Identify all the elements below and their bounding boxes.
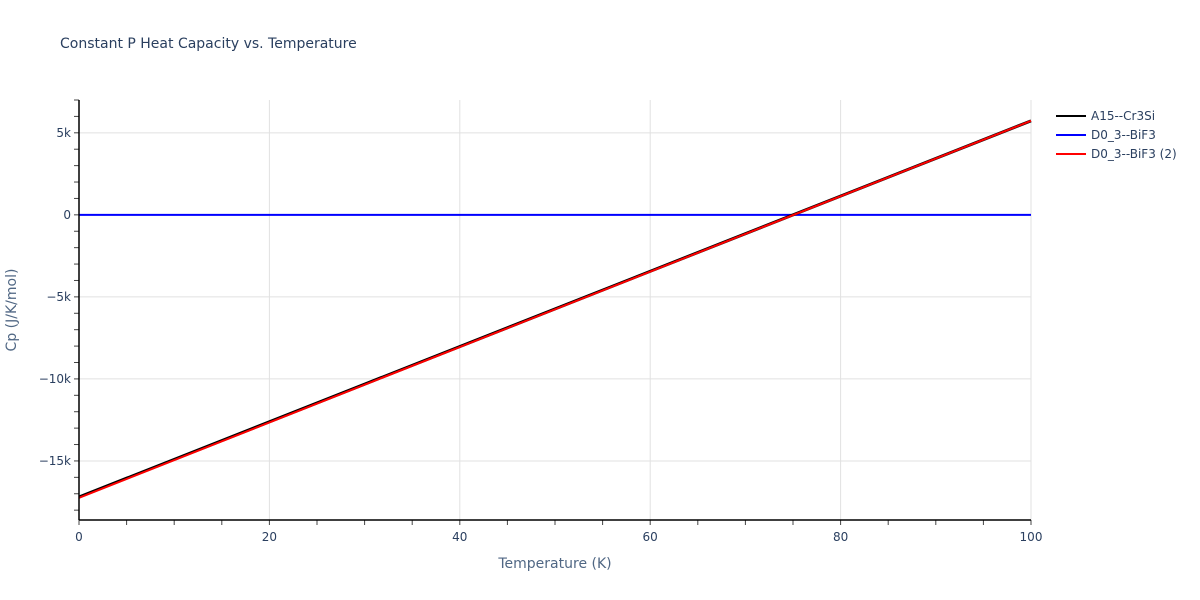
x-tick-label: 80 (833, 530, 848, 544)
series-line-d0-3-bif3-2- (78, 119, 1032, 499)
legend-line-icon (1056, 152, 1086, 155)
y-tick-label: −5k (46, 290, 71, 304)
chart-title: Constant P Heat Capacity vs. Temperature (60, 36, 357, 52)
y-axis-title: Cp (J/K/mol) (4, 269, 20, 352)
x-axis-title: Temperature (K) (497, 556, 611, 572)
x-tick-label: 0 (75, 530, 83, 544)
legend-line-icon (1056, 114, 1086, 117)
legend-label: D0_3--BiF3 (2) (1091, 146, 1177, 161)
y-tick-label: 0 (63, 208, 71, 222)
gridlines (79, 100, 1032, 520)
y-tick-label: 5k (56, 126, 71, 140)
legend: A15--Cr3Si D0_3--BiF3 D0_3--BiF3 (2) (1056, 106, 1177, 163)
y-tick-label: −10k (39, 372, 71, 386)
x-tick-label: 40 (452, 530, 467, 544)
legend-label: D0_3--BiF3 (1091, 127, 1156, 142)
legend-item[interactable]: A15--Cr3Si (1056, 106, 1177, 125)
legend-line-icon (1056, 133, 1086, 136)
y-tick-label: −15k (39, 454, 71, 468)
axes: 0 20 40 60 80 100 −15k −10k −5k 0 5k (39, 99, 1043, 544)
series-lines (78, 119, 1032, 499)
x-tick-label: 60 (643, 530, 658, 544)
legend-item[interactable]: D0_3--BiF3 (1056, 125, 1177, 144)
x-tick-label: 100 (1020, 530, 1043, 544)
x-tick-label: 20 (262, 530, 277, 544)
legend-item[interactable]: D0_3--BiF3 (2) (1056, 144, 1177, 163)
legend-label: A15--Cr3Si (1091, 108, 1156, 123)
